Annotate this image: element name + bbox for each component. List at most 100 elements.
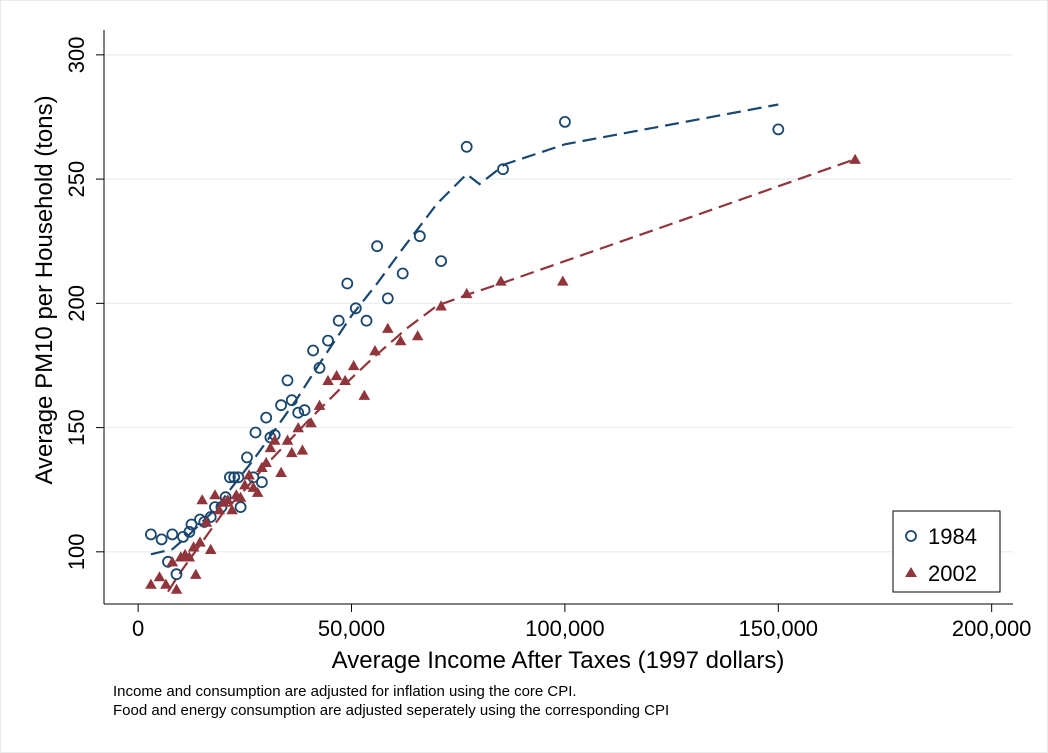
point-2002-8 — [187, 541, 200, 552]
point-1984-35 — [349, 302, 362, 315]
point-2002-34 — [305, 417, 317, 428]
point-1984-37 — [371, 240, 384, 253]
point-2002-2 — [160, 578, 172, 589]
point-2002-32 — [292, 422, 304, 433]
point-2002-48 — [557, 275, 569, 286]
point-1984-38 — [381, 292, 394, 305]
y-ticks: 100 150 200 250 300 — [64, 36, 104, 570]
point-2002-22 — [243, 469, 255, 480]
x-tick-label-0: 0 — [132, 616, 144, 641]
point-2002-36 — [322, 374, 334, 385]
point-2002-40 — [358, 389, 371, 400]
point-2002-10 — [194, 536, 206, 547]
point-1984-7 — [185, 518, 198, 531]
point-1984-45 — [772, 123, 785, 136]
point-1984-26 — [281, 374, 294, 387]
point-2002-24 — [251, 486, 264, 497]
point-2002-15 — [213, 504, 225, 515]
axes — [103, 30, 1013, 605]
point-1984-27 — [285, 394, 298, 407]
point-2002-46 — [461, 287, 473, 299]
legend-label-1984: 1984 — [928, 524, 977, 549]
point-2002-21 — [239, 479, 251, 490]
point-1984-43 — [497, 163, 509, 176]
point-1984-14 — [223, 471, 236, 484]
point-1984-16 — [232, 471, 245, 484]
point-1984-41 — [435, 255, 448, 268]
point-2002-0 — [145, 578, 157, 589]
point-2002-49 — [849, 153, 861, 164]
point-2002-1 — [153, 571, 166, 582]
x-axis-title: Average Income After Taxes (1997 dollars… — [332, 647, 785, 674]
point-1984-25 — [275, 399, 288, 412]
footnote-2: Food and energy consumption are adjusted… — [113, 702, 670, 719]
point-2002-47 — [495, 275, 507, 286]
point-2002-43 — [394, 335, 407, 346]
fit-line-2002 — [167, 158, 856, 593]
point-1984-28 — [292, 406, 305, 419]
point-1984-6 — [183, 526, 196, 538]
legend-marker-2002 — [905, 567, 917, 577]
point-2002-28 — [268, 434, 281, 445]
y-tick-label-250: 250 — [64, 161, 89, 198]
point-2002-13 — [204, 543, 217, 554]
point-1984-44 — [559, 116, 571, 128]
fit-line-1984 — [150, 103, 779, 556]
point-2002-38 — [339, 374, 351, 385]
point-2002-30 — [281, 434, 294, 445]
point-1984-15 — [228, 471, 241, 484]
legend: 1984 2002 — [892, 510, 1001, 593]
point-2002-29 — [275, 466, 287, 477]
point-1984-29 — [298, 404, 311, 417]
fit-lines — [150, 103, 856, 593]
x-tick-label-200000: 200,000 — [952, 616, 1032, 641]
x-tick-label-100000: 100,000 — [525, 616, 605, 641]
point-2002-37 — [330, 369, 343, 381]
point-2002-3 — [166, 556, 179, 567]
point-2002-31 — [286, 446, 298, 458]
point-2002-11 — [196, 494, 208, 505]
point-1984-42 — [460, 140, 473, 153]
point-1984-10 — [204, 511, 217, 523]
y-tick-label-300: 300 — [64, 36, 89, 73]
point-1984-39 — [396, 267, 409, 280]
point-1984-22 — [260, 411, 273, 424]
point-1984-4 — [170, 568, 183, 581]
point-1984-32 — [322, 334, 334, 347]
point-2002-20 — [234, 491, 247, 502]
point-1984-36 — [360, 314, 373, 327]
point-2002-45 — [435, 300, 447, 311]
y-tick-label-200: 200 — [64, 285, 89, 322]
y-axis-title: Average PM10 per Household (tons) — [31, 95, 58, 484]
point-1984-40 — [413, 230, 426, 243]
point-2002-9 — [190, 568, 202, 579]
point-2002-26 — [260, 456, 272, 467]
point-2002-7 — [183, 551, 196, 562]
point-1984-3 — [166, 528, 179, 541]
point-1984-31 — [313, 361, 326, 374]
point-1984-33 — [332, 314, 345, 327]
point-2002-12 — [200, 516, 213, 527]
point-2002-41 — [369, 345, 381, 356]
y-tick-label-150: 150 — [64, 409, 89, 446]
point-1984-34 — [341, 277, 354, 290]
point-1984-20 — [249, 426, 262, 439]
data-points — [144, 116, 861, 594]
x-ticks: 0 50,000 100,000 150,000 200,000 — [132, 604, 1031, 641]
point-1984-17 — [234, 501, 247, 514]
legend-marker-1984 — [905, 530, 917, 542]
point-2002-14 — [209, 489, 221, 500]
point-1984-18 — [241, 451, 253, 464]
point-2002-17 — [222, 494, 234, 505]
point-2002-39 — [347, 360, 360, 371]
legend-box — [892, 510, 1001, 593]
y-tick-label-100: 100 — [64, 533, 89, 570]
point-2002-4 — [170, 583, 183, 594]
point-2002-44 — [411, 330, 424, 341]
point-2002-33 — [296, 444, 309, 455]
point-1984-21 — [255, 476, 268, 489]
point-2002-35 — [313, 399, 326, 410]
point-1984-0 — [144, 528, 157, 541]
